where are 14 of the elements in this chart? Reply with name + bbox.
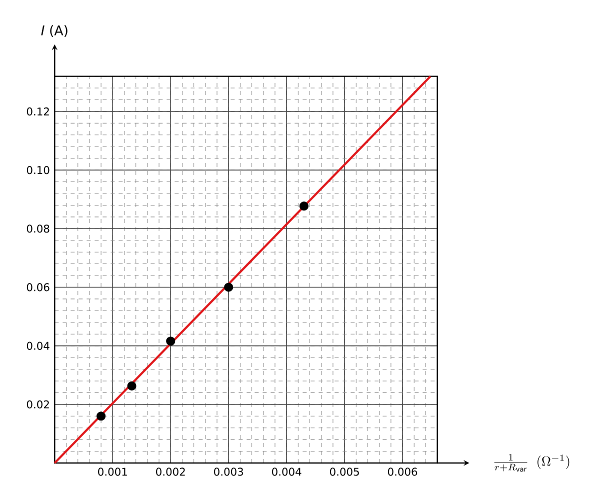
x-tick-label: 0.002: [156, 468, 185, 476]
x-tick-label: 0.006: [388, 468, 418, 476]
y-tick-label: 0.06: [26, 283, 50, 292]
y-tick-label: 0.02: [26, 400, 49, 408]
x-tick-label: 0.005: [330, 468, 359, 476]
y-tick-label: 0.04: [26, 342, 50, 350]
x-tick-label: 0.001: [98, 468, 127, 476]
y-axis-title: I (A): [41, 25, 68, 37]
x-axis-title: $\frac{1}{r+R_{\mathrm{var}}}\;\;(\Omega^{-1})$: [494, 454, 570, 472]
y-tick-label: 0.12: [26, 107, 49, 116]
y-tick-label: 0.08: [26, 224, 50, 233]
x-tick-label: 0.003: [214, 468, 244, 476]
x-tick-label: 0.004: [272, 468, 302, 476]
y-tick-label: 0.10: [26, 166, 50, 174]
